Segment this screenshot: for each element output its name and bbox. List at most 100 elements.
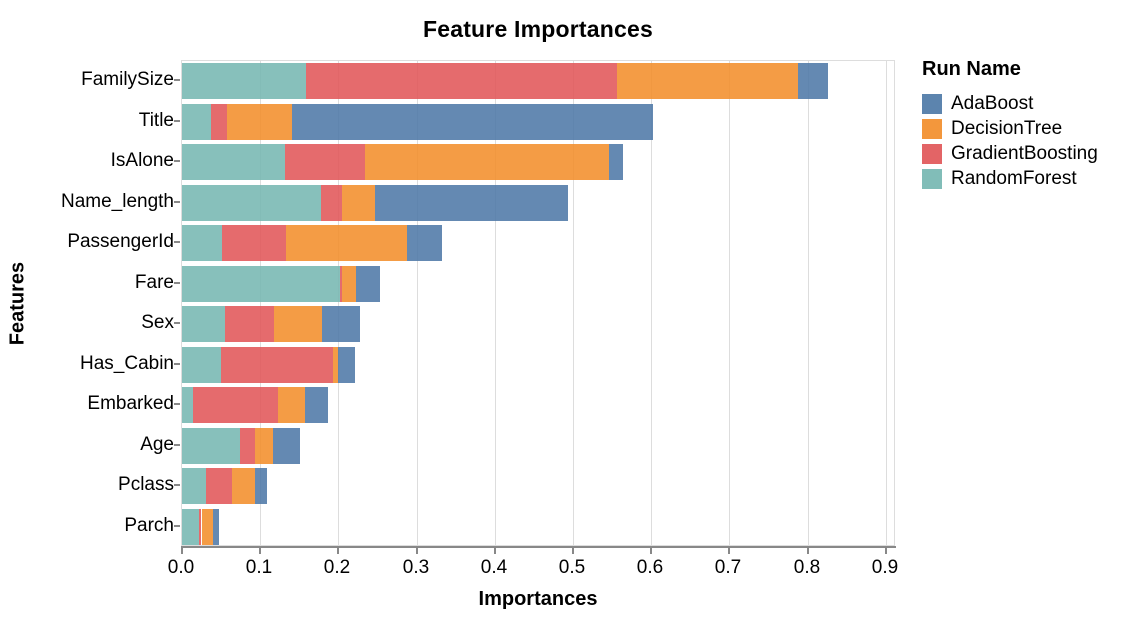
x-tick-label: 0.8	[793, 557, 821, 578]
bar-segment-gradientboosting	[285, 144, 365, 180]
bar-segment-gradientboosting	[192, 387, 279, 423]
bar-segment-adaboost	[355, 266, 380, 302]
y-tick-mark	[174, 79, 180, 81]
bar-segment-gradientboosting	[221, 347, 333, 383]
x-tick-label: 0.9	[871, 557, 899, 578]
bar-segment-decisiontree	[232, 468, 255, 504]
gridline	[729, 61, 730, 545]
bar-segment-gradientboosting	[199, 509, 202, 545]
bar-segment-decisiontree	[278, 387, 305, 423]
bar-segment-adaboost	[272, 428, 301, 464]
bar-segment-gradientboosting	[239, 428, 255, 464]
bar-segment-gradientboosting	[210, 104, 228, 140]
y-tick-mark	[174, 403, 180, 405]
y-tick-mark	[174, 282, 180, 284]
bar-segment-decisiontree	[332, 347, 339, 383]
gridline	[808, 61, 809, 545]
x-tick-mark	[337, 548, 339, 554]
legend-label: GradientBoosting	[951, 142, 1098, 164]
x-tick-mark	[416, 548, 418, 554]
x-tick-mark	[728, 548, 730, 554]
gridline	[886, 61, 887, 545]
legend-item-gradientboosting: GradientBoosting	[922, 141, 1098, 166]
chart-title: Feature Importances	[422, 16, 654, 42]
legend-item-randomforest: RandomForest	[922, 166, 1098, 191]
y-tick-mark	[174, 241, 180, 243]
bar-segment-decisiontree	[227, 104, 293, 140]
legend-title: Run Name	[922, 58, 1021, 80]
x-tick-label: 0.4	[480, 557, 508, 578]
x-axis-title: Importances	[478, 588, 598, 610]
y-tick-label: Has_Cabin	[80, 353, 174, 374]
gridline	[260, 61, 261, 545]
y-tick-mark	[174, 363, 180, 365]
bar-segment-gradientboosting	[321, 185, 343, 221]
bar-segment-gradientboosting	[225, 306, 275, 342]
x-axis-domain-line	[181, 546, 896, 548]
x-tick-label: 0.0	[167, 557, 195, 578]
bar-segment-randomforest	[182, 144, 286, 180]
bar-segment-randomforest	[182, 63, 306, 99]
y-tick-label: Parch	[124, 515, 174, 536]
legend-item-decisiontree: DecisionTree	[922, 116, 1098, 141]
bar-segment-randomforest	[182, 509, 200, 545]
x-tick-label: 0.6	[636, 557, 664, 578]
bar-segment-randomforest	[182, 104, 211, 140]
bar-segment-adaboost	[213, 509, 219, 545]
bar-segment-decisiontree	[286, 225, 408, 261]
gridline	[417, 61, 418, 545]
legend-label: DecisionTree	[951, 117, 1063, 139]
y-tick-mark	[174, 201, 180, 203]
bar-segment-decisiontree	[342, 185, 376, 221]
bar-segment-adaboost	[609, 144, 624, 180]
y-tick-mark	[174, 444, 180, 446]
x-tick-mark	[650, 548, 652, 554]
bar-segment-adaboost	[407, 225, 443, 261]
x-tick-mark	[572, 548, 574, 554]
bar-segment-randomforest	[182, 428, 240, 464]
bar-segment-adaboost	[338, 347, 355, 383]
gridline	[495, 61, 496, 545]
bar-segment-randomforest	[182, 185, 322, 221]
x-tick-mark	[494, 548, 496, 554]
bar-segment-decisiontree	[342, 266, 356, 302]
x-tick-label: 0.7	[714, 557, 742, 578]
x-tick-mark	[259, 548, 261, 554]
y-tick-label: Title	[138, 110, 174, 131]
legend-label: AdaBoost	[951, 92, 1034, 114]
bar-segment-randomforest	[182, 387, 193, 423]
y-tick-label: Age	[140, 434, 174, 455]
y-tick-label: Fare	[134, 272, 174, 293]
bar-segment-decisiontree	[201, 509, 214, 545]
bar-segment-adaboost	[292, 104, 653, 140]
x-tick-mark	[181, 548, 183, 554]
bar-segment-decisiontree	[616, 63, 799, 99]
bar-segment-adaboost	[322, 306, 360, 342]
y-tick-label: PassengerId	[67, 231, 174, 252]
legend-items: AdaBoost DecisionTree GradientBoosting Rand…	[922, 91, 1098, 191]
x-tick-mark	[807, 548, 809, 554]
bar-segment-decisiontree	[254, 428, 273, 464]
legend-label: RandomForest	[951, 167, 1077, 189]
bar-segment-randomforest	[182, 468, 206, 504]
bar-segment-gradientboosting	[340, 266, 343, 302]
legend-swatch-icon	[922, 168, 942, 189]
bar-segment-gradientboosting	[305, 63, 617, 99]
bar-segment-decisiontree	[365, 144, 609, 180]
bar-segment-gradientboosting	[205, 468, 233, 504]
bar-segment-randomforest	[182, 347, 222, 383]
legend-swatch-icon	[922, 118, 942, 139]
y-tick-label: Sex	[141, 312, 174, 333]
bar-segment-randomforest	[182, 306, 225, 342]
x-tick-label: 0.3	[402, 557, 430, 578]
y-tick-mark	[174, 525, 180, 527]
bar-segment-randomforest	[182, 225, 222, 261]
legend-swatch-icon	[922, 143, 942, 164]
gridline	[651, 61, 652, 545]
bar-segment-adaboost	[254, 468, 268, 504]
legend-swatch-icon	[922, 93, 942, 114]
x-tick-mark	[885, 548, 887, 554]
bar-segment-gradientboosting	[221, 225, 286, 261]
bar-segment-adaboost	[375, 185, 569, 221]
